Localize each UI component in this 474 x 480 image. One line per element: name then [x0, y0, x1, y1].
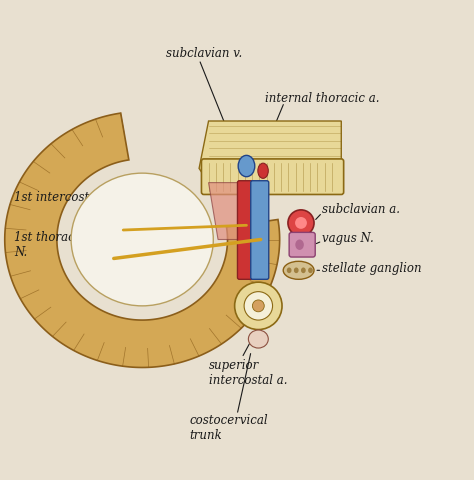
Ellipse shape — [244, 292, 273, 321]
Ellipse shape — [71, 174, 213, 306]
Ellipse shape — [301, 268, 306, 274]
Text: stellate ganglion: stellate ganglion — [322, 262, 422, 275]
Ellipse shape — [238, 156, 255, 177]
FancyBboxPatch shape — [237, 181, 253, 280]
Ellipse shape — [283, 262, 314, 280]
Ellipse shape — [294, 268, 299, 274]
Polygon shape — [199, 122, 341, 183]
Text: 1st intercostal N.: 1st intercostal N. — [14, 191, 117, 204]
Text: 1st thoracic
N.: 1st thoracic N. — [14, 231, 85, 259]
Text: costocervical
trunk: costocervical trunk — [190, 413, 268, 441]
Text: internal thoracic a.: internal thoracic a. — [265, 92, 380, 105]
Ellipse shape — [287, 268, 292, 274]
Text: subclavian a.: subclavian a. — [322, 203, 401, 216]
Polygon shape — [5, 114, 280, 368]
Ellipse shape — [308, 268, 313, 274]
Ellipse shape — [295, 217, 307, 229]
FancyBboxPatch shape — [289, 233, 315, 257]
Text: vagus N.: vagus N. — [322, 231, 374, 244]
Polygon shape — [209, 183, 261, 240]
Text: subclavian v.: subclavian v. — [166, 47, 242, 60]
Ellipse shape — [252, 300, 264, 312]
Text: superior
intercostal a.: superior intercostal a. — [209, 359, 287, 386]
Ellipse shape — [235, 283, 282, 330]
Text: phrenic N.: phrenic N. — [275, 130, 337, 143]
Ellipse shape — [258, 164, 268, 179]
FancyBboxPatch shape — [201, 159, 344, 195]
Ellipse shape — [295, 240, 304, 251]
Ellipse shape — [248, 330, 268, 348]
FancyBboxPatch shape — [251, 181, 269, 280]
Ellipse shape — [288, 210, 314, 237]
